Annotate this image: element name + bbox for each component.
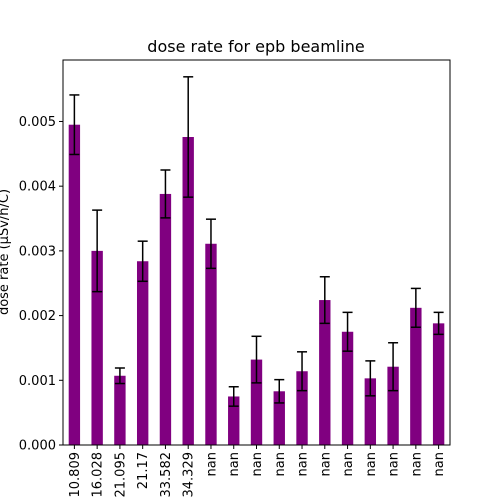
x-tick-label: nan: [227, 452, 242, 476]
error-bar: [160, 169, 171, 219]
error-bar: [365, 360, 376, 397]
bar: [296, 371, 308, 445]
bar: [341, 331, 354, 445]
error-bar: [319, 276, 330, 325]
bar: [273, 391, 285, 445]
bar: [319, 300, 331, 445]
error-bar: [433, 311, 444, 336]
x-tick-label: 21.095: [113, 452, 128, 498]
bar: [205, 243, 217, 445]
error-bar: [114, 367, 125, 385]
x-tick-label: 10.809: [68, 452, 83, 498]
chart-title: dose rate for epb beamline: [147, 37, 364, 56]
x-tick-label: nan: [318, 452, 333, 476]
x-tick-label: nan: [364, 452, 379, 476]
bar: [250, 359, 263, 445]
error-bar: [137, 240, 148, 283]
y-tick-label: 0.001: [19, 374, 56, 389]
bar: [228, 396, 240, 445]
y-tick-label: 0.002: [19, 309, 56, 324]
bar: [159, 193, 172, 445]
bar: [387, 366, 399, 445]
x-tick-label: nan: [341, 452, 356, 476]
error-bar: [251, 335, 262, 384]
bar: [114, 375, 126, 445]
error-bar: [342, 311, 353, 352]
error-bar: [92, 209, 103, 293]
x-tick-label: 21.17: [136, 452, 151, 489]
error-bar: [274, 378, 285, 404]
error-bar: [228, 386, 239, 407]
bar: [136, 261, 149, 445]
x-tick-label: nan: [250, 452, 265, 476]
x-tick-label: nan: [204, 452, 219, 476]
y-axis-label: dose rate (μSv/h/C): [0, 189, 12, 315]
error-bar: [388, 342, 399, 392]
x-tick-label: nan: [273, 452, 288, 476]
bar: [432, 323, 445, 445]
bar: [68, 124, 81, 446]
bar: [410, 307, 422, 445]
x-tick-label: nan: [296, 452, 311, 476]
error-bar: [410, 287, 421, 328]
y-tick-label: 0.004: [19, 180, 56, 195]
bar: [364, 378, 377, 445]
error-bar: [69, 94, 80, 156]
x-tick-label: 16.028: [91, 452, 106, 498]
error-bar: [183, 76, 194, 198]
plot-area: 0.000 0.001 0.002 0.003 0.004 0.005 10.809 16.0…: [19, 59, 451, 498]
bar: [91, 250, 103, 445]
x-tick-label: nan: [387, 452, 402, 476]
y-tick-label: 0.003: [19, 244, 56, 259]
bar: [182, 137, 194, 445]
x-tick-label: 33.582: [159, 452, 174, 498]
y-tick-label: 0.000: [19, 439, 56, 454]
x-tick-label: 34.329: [182, 452, 197, 498]
y-tick-label: 0.005: [19, 115, 56, 130]
error-bar: [297, 351, 308, 392]
error-bar: [205, 218, 216, 270]
x-tick-label: nan: [409, 452, 424, 476]
x-tick-label: nan: [432, 452, 447, 476]
